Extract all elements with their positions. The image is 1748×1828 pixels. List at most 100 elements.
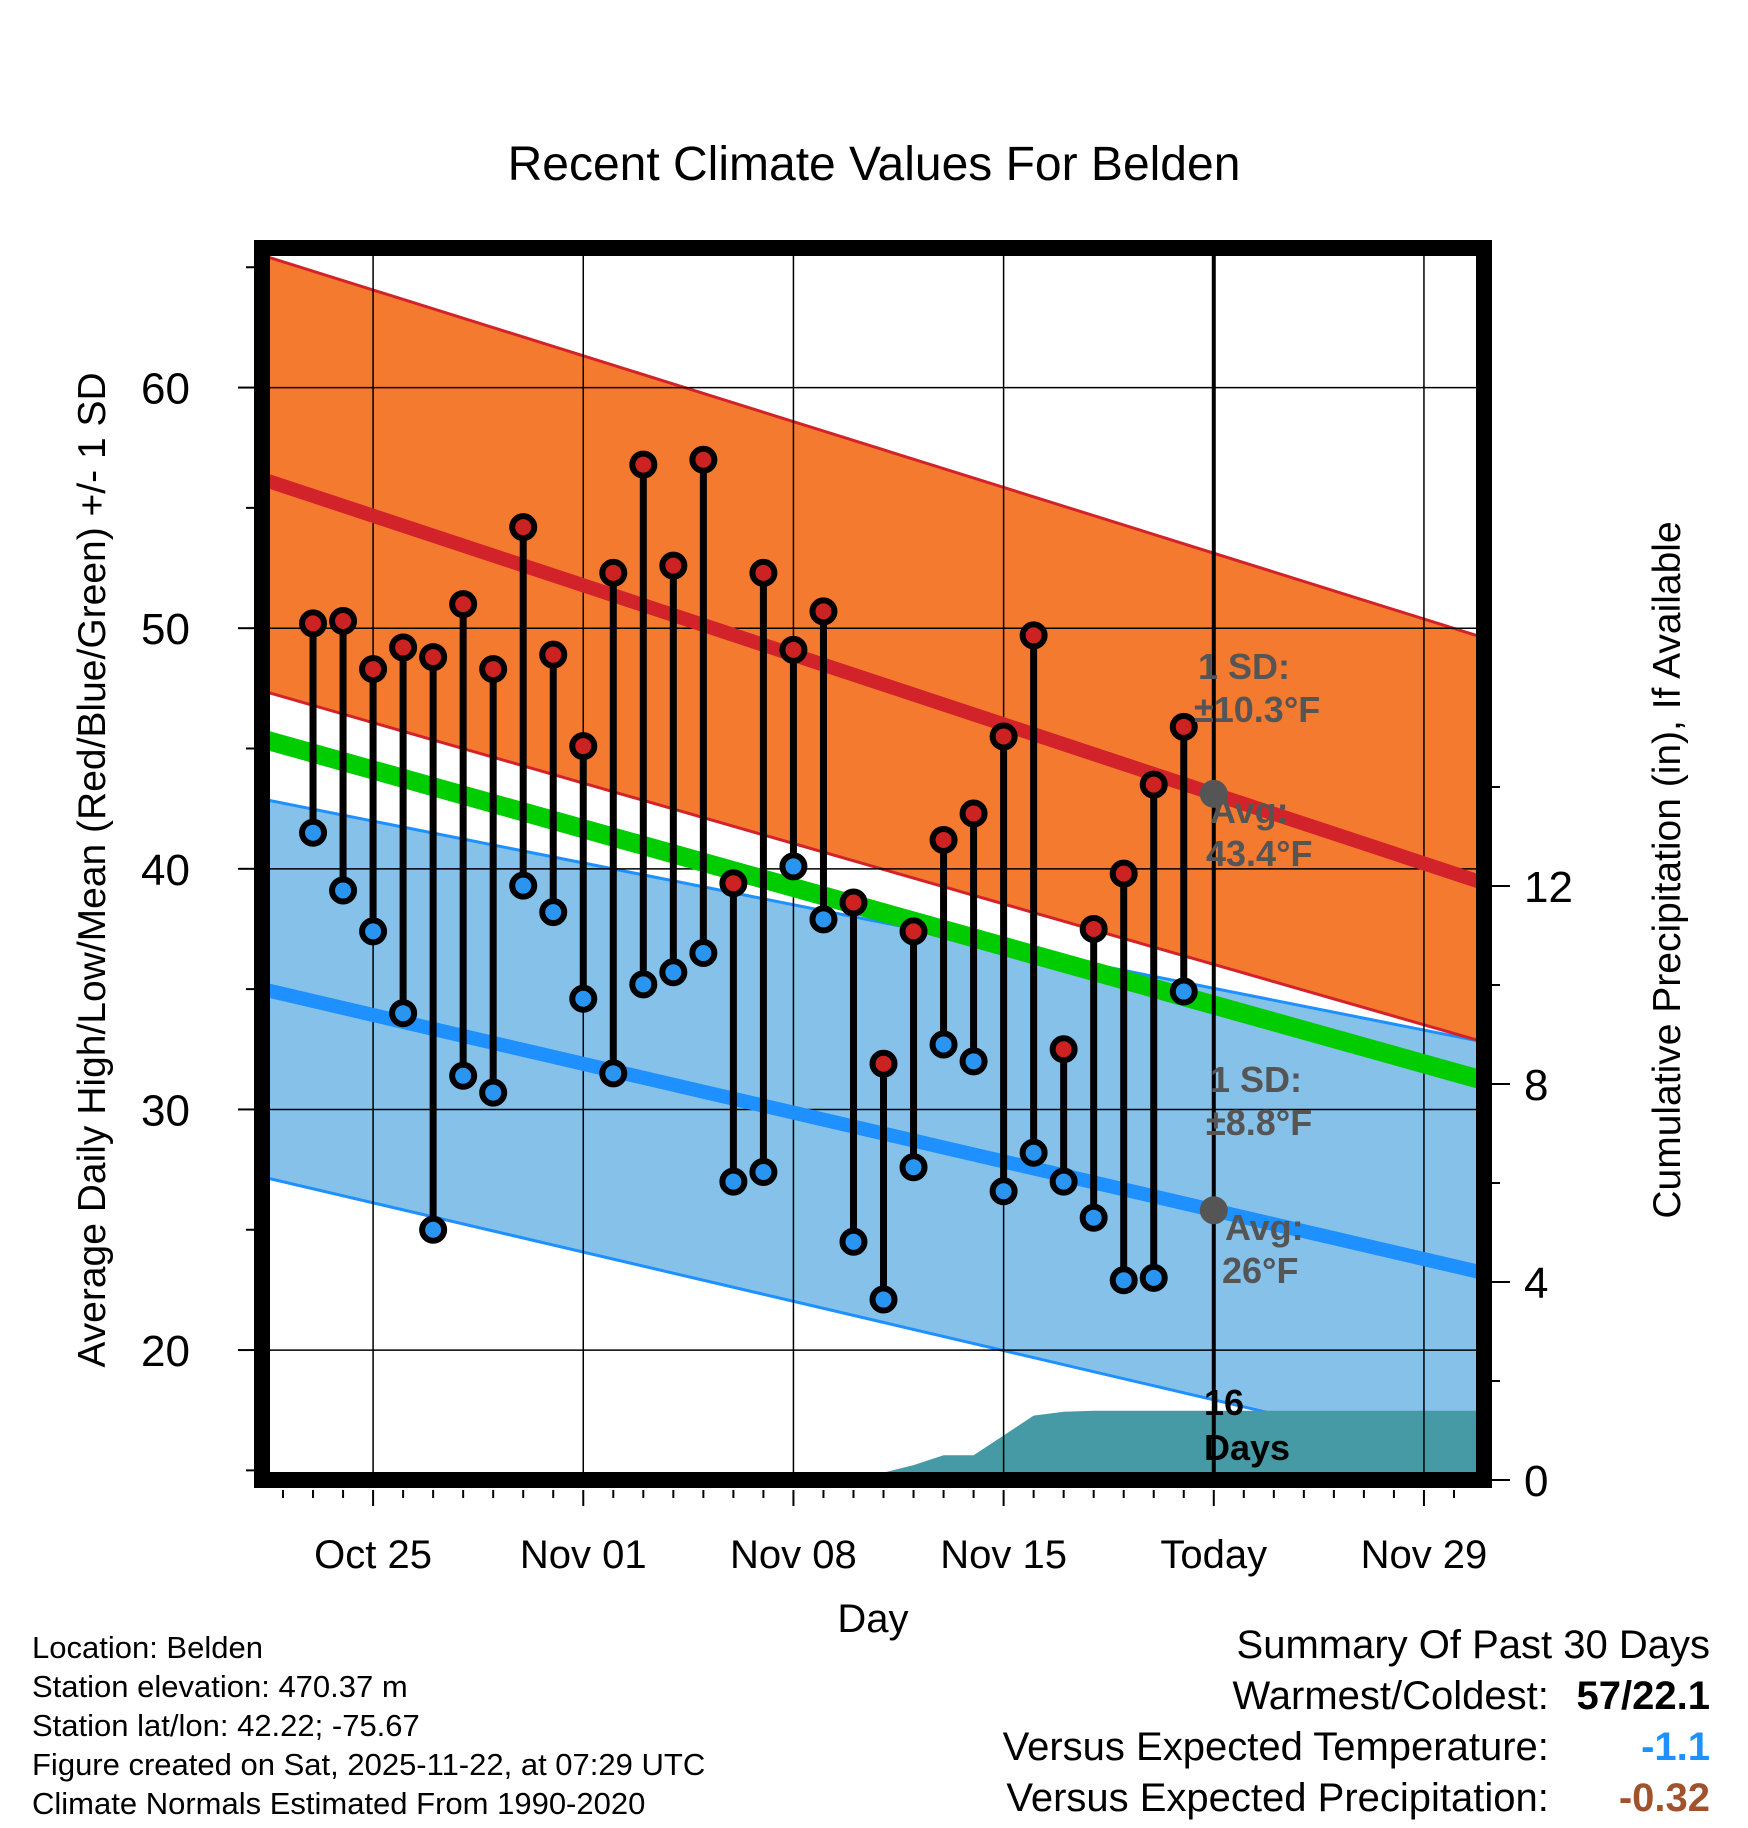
obs-low-point xyxy=(1169,977,1198,1006)
warmest-value: 57/22.1 xyxy=(1576,1674,1710,1718)
obs-high-point xyxy=(659,551,688,580)
x-tick-label: Today xyxy=(1160,1533,1267,1577)
y2-tick-label: 12 xyxy=(1524,863,1573,912)
y-tick-label: 50 xyxy=(141,605,190,654)
obs-low-point xyxy=(929,1030,958,1059)
obs-high-point xyxy=(869,1049,898,1078)
obs-low-point xyxy=(959,1047,988,1076)
low-sd-value: ±8.8°F xyxy=(1206,1102,1312,1143)
high-avg-marker xyxy=(1199,779,1228,808)
precipitation-area xyxy=(262,1410,1484,1480)
obs-high-point xyxy=(1139,770,1168,799)
obs-high-point xyxy=(929,825,958,854)
obs-low-point xyxy=(629,970,658,999)
obs-high-point xyxy=(779,635,808,664)
high-band-upper-edge xyxy=(262,253,1484,640)
obs-high-point xyxy=(899,917,928,946)
normals-text: Climate Normals Estimated From 1990-2020 xyxy=(32,1786,646,1821)
summary-title: Summary Of Past 30 Days xyxy=(1236,1623,1710,1667)
obs-low-point xyxy=(329,876,358,905)
low-avg-value: 26°F xyxy=(1222,1250,1298,1291)
obs-low-point xyxy=(779,852,808,881)
x-tick-label: Nov 15 xyxy=(940,1533,1067,1577)
obs-low-point xyxy=(509,871,538,900)
obs-high-point xyxy=(749,558,778,587)
x-tick-label: Nov 08 xyxy=(730,1533,857,1577)
obs-low-point xyxy=(1139,1263,1168,1292)
obs-high-point xyxy=(809,597,838,626)
obs-high-point xyxy=(839,888,868,917)
obs-high-point xyxy=(1079,914,1108,943)
obs-low-point xyxy=(599,1059,628,1088)
temp-label: Versus Expected Temperature: xyxy=(1002,1725,1549,1769)
observations xyxy=(299,445,1198,1314)
annotations: 1 SD: ±10.3°F Avg: 43.4°F 1 SD: ±8.8°F A… xyxy=(1194,646,1320,1468)
station-info: Location: Belden Station elevation: 470.… xyxy=(32,1628,705,1823)
obs-low-point xyxy=(449,1061,478,1090)
low-avg-label: Avg: xyxy=(1225,1207,1304,1248)
y2-tick-label: 4 xyxy=(1524,1259,1548,1308)
obs-high-point xyxy=(569,732,598,761)
obs-high-point xyxy=(1109,859,1138,888)
obs-low-point xyxy=(479,1078,508,1107)
obs-high-point xyxy=(329,606,358,635)
obs-low-point xyxy=(869,1285,898,1314)
low-sd-label: 1 SD: xyxy=(1210,1059,1302,1100)
x-tick-label: Nov 29 xyxy=(1361,1533,1488,1577)
y2-tick-label: 0 xyxy=(1524,1457,1548,1506)
obs-high-point xyxy=(1169,712,1198,741)
obs-low-point xyxy=(659,958,688,987)
obs-high-point xyxy=(389,633,418,662)
obs-low-point xyxy=(419,1215,448,1244)
y-tick-label: 20 xyxy=(141,1327,190,1376)
high-sd-label: 1 SD: xyxy=(1198,646,1290,687)
obs-high-point xyxy=(539,640,568,669)
obs-high-point xyxy=(299,609,328,638)
obs-low-point xyxy=(1079,1203,1108,1232)
low-avg-marker xyxy=(1199,1196,1228,1225)
summary-panel: Summary Of Past 30 Days Warmest/Coldest:… xyxy=(1003,1620,1710,1824)
obs-high-point xyxy=(599,558,628,587)
obs-high-point xyxy=(509,513,538,542)
obs-high-point xyxy=(359,655,388,684)
obs-low-point xyxy=(989,1177,1018,1206)
left-axis: 20 30 40 50 60 xyxy=(141,266,254,1472)
y2-axis-label: Cumulative Precipitation (in), If Availa… xyxy=(1646,521,1689,1218)
high-avg-value: 43.4°F xyxy=(1206,833,1312,874)
summary-precip-row: Versus Expected Precipitation: -0.32 xyxy=(1003,1773,1710,1824)
obs-high-point xyxy=(479,655,508,684)
obs-low-point xyxy=(299,818,328,847)
obs-low-point xyxy=(689,939,718,968)
x-tick-label: Nov 01 xyxy=(520,1533,647,1577)
obs-high-point xyxy=(1019,621,1048,650)
obs-low-point xyxy=(389,999,418,1028)
high-avg-label: Avg: xyxy=(1210,790,1289,831)
elevation-text: Station elevation: 470.37 m xyxy=(32,1669,408,1704)
summary-warmest-row: Warmest/Coldest: 57/22.1 xyxy=(1003,1671,1711,1722)
obs-low-point xyxy=(1049,1167,1078,1196)
summary-temp-row: Versus Expected Temperature: -1.1 xyxy=(1003,1722,1710,1773)
precip-days-value: 16 xyxy=(1204,1382,1244,1423)
high-sd-band xyxy=(262,255,1484,1043)
obs-high-point xyxy=(629,450,658,479)
precip-value: -0.32 xyxy=(1618,1776,1710,1820)
precip-label: Versus Expected Precipitation: xyxy=(1006,1776,1549,1820)
obs-high-point xyxy=(719,869,748,898)
obs-low-point xyxy=(1109,1266,1138,1295)
obs-high-point xyxy=(989,722,1018,751)
y-axis-label: Average Daily High/Low/Mean (Red/Blue/Gr… xyxy=(71,372,114,1367)
obs-high-point xyxy=(419,643,448,672)
obs-low-point xyxy=(839,1227,868,1256)
obs-low-point xyxy=(359,917,388,946)
obs-high-point xyxy=(1049,1035,1078,1064)
normal-high-line xyxy=(262,472,1484,890)
created-text: Figure created on Sat, 2025-11-22, at 07… xyxy=(32,1747,706,1782)
obs-low-point xyxy=(569,984,598,1013)
y-tick-label: 60 xyxy=(141,365,190,414)
right-axis: 0 4 8 12 xyxy=(1492,786,1573,1506)
location-text: Location: Belden xyxy=(32,1630,263,1665)
y2-tick-label: 8 xyxy=(1524,1061,1548,1110)
obs-low-point xyxy=(1019,1138,1048,1167)
obs-low-point xyxy=(719,1167,748,1196)
